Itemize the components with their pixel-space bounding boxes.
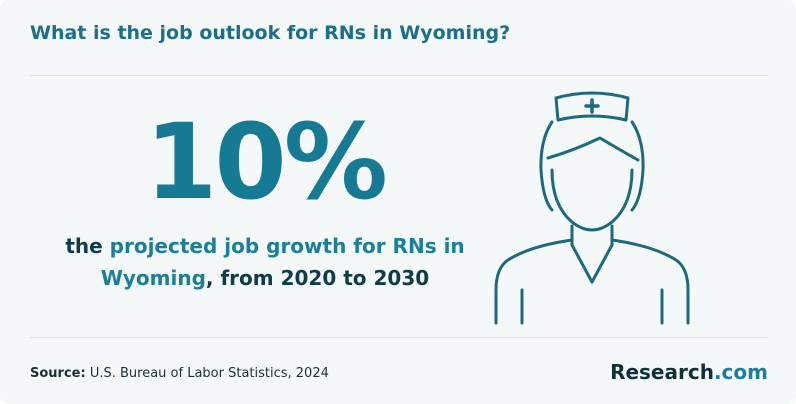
source-label: Source: [30,366,86,381]
highlight: Wyoming [100,266,206,290]
text: the [65,234,110,258]
stat-value: 10% [145,101,388,223]
divider [30,75,768,76]
source-text: U.S. Bureau of Labor Statistics, 2024 [89,366,329,381]
stat-description: the projected job growth for RNs in Wyomi… [65,230,465,294]
divider [30,337,768,338]
text: , from 2020 to 2030 [205,266,430,290]
source: Source: U.S. Bureau of Labor Statistics,… [30,366,329,381]
highlight: projected job growth for RNs in [109,234,465,258]
logo-name: Research [610,360,714,384]
logo-domain: .com [713,360,768,384]
nurse-icon [494,91,690,325]
logo: Research.com [610,360,768,384]
title: What is the job outlook for RNs in Wyomi… [30,22,511,44]
